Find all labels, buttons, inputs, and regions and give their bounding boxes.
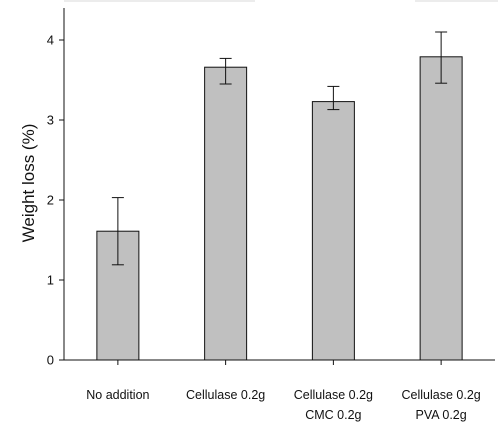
bar bbox=[419, 56, 463, 361]
bars-layer bbox=[96, 56, 463, 361]
x-tick-label: No addition bbox=[86, 388, 149, 402]
y-tick-label: 2 bbox=[47, 193, 54, 208]
x-tick-label: Cellulase 0.2g bbox=[186, 388, 265, 402]
error-bars-layer bbox=[111, 31, 448, 266]
x-tick-label: Cellulase 0.2g bbox=[294, 388, 373, 402]
x-tick-label: CMC 0.2g bbox=[305, 408, 361, 422]
y-tick-label: 4 bbox=[47, 33, 54, 48]
y-tick-label: 0 bbox=[47, 353, 54, 368]
bar bbox=[311, 101, 355, 361]
y-tick-label: 3 bbox=[47, 113, 54, 128]
axes-layer bbox=[63, 8, 495, 361]
y-ticks-layer: 0 1 2 3 4 bbox=[47, 33, 64, 368]
x-tick-label: PVA 0.2g bbox=[416, 408, 467, 422]
bar bbox=[204, 66, 248, 361]
y-tick-label: 1 bbox=[47, 273, 54, 288]
x-tick-label: Cellulase 0.2g bbox=[402, 388, 481, 402]
x-labels-layer: No addition Cellulase 0.2g Cellulase 0.2g C… bbox=[86, 360, 481, 422]
y-axis-title: Weight loss (%) bbox=[19, 124, 38, 243]
